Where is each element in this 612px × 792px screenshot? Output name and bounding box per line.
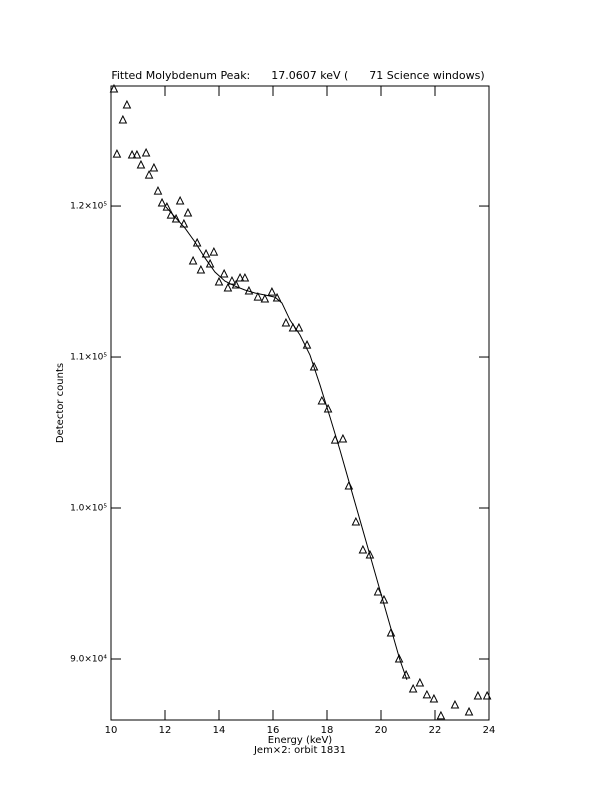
y-tick-label: 1.2×10⁵ — [70, 202, 107, 212]
data-point — [223, 282, 233, 292]
data-point — [351, 516, 361, 526]
data-point — [450, 699, 460, 709]
x-tick-label: 22 — [429, 725, 442, 736]
data-point — [231, 279, 241, 289]
data-point — [141, 147, 151, 157]
data-point — [149, 162, 159, 172]
data-point — [192, 237, 202, 247]
data-point — [482, 690, 492, 700]
data-point — [464, 706, 474, 716]
data-point — [302, 339, 312, 349]
data-point — [436, 710, 446, 720]
data-point — [235, 272, 245, 282]
chart-title: Fitted Molybdenum Peak: 17.0607 keV ( 71… — [111, 69, 484, 82]
data-point — [209, 246, 219, 256]
data-point — [244, 285, 254, 295]
x-tick-label: 18 — [321, 725, 334, 736]
x-tick-label: 16 — [267, 725, 280, 736]
data-point — [196, 264, 206, 274]
data-point — [401, 669, 411, 679]
data-point — [317, 395, 327, 405]
data-point — [179, 218, 189, 228]
data-point — [162, 201, 172, 211]
data-point — [132, 149, 142, 159]
data-point — [365, 549, 375, 559]
data-point — [358, 544, 368, 554]
data-point — [281, 317, 291, 327]
data-point — [183, 207, 193, 217]
data-point — [240, 272, 250, 282]
data-point — [429, 693, 439, 703]
data-point — [408, 683, 418, 693]
data-point — [144, 169, 154, 179]
data-point — [272, 292, 282, 302]
data-point — [253, 291, 263, 301]
data-point — [219, 268, 229, 278]
y-tick-label: 9.0×10⁴ — [70, 655, 107, 665]
data-point — [227, 275, 237, 285]
data-point — [330, 434, 340, 444]
data-point — [422, 689, 432, 699]
data-point — [473, 690, 483, 700]
data-point — [294, 322, 304, 332]
data-point — [112, 148, 122, 158]
x-tick-label: 20 — [375, 725, 388, 736]
y-tick-label: 1.1×10⁵ — [70, 353, 107, 363]
data-point — [260, 293, 270, 303]
fit-line — [165, 206, 408, 681]
data-point — [188, 255, 198, 265]
data-point — [109, 83, 119, 93]
data-point — [153, 185, 163, 195]
data-point — [394, 653, 404, 663]
data-point — [386, 627, 396, 637]
data-point — [344, 480, 354, 490]
data-point — [288, 322, 298, 332]
data-point — [415, 677, 425, 687]
data-point — [373, 586, 383, 596]
plot-frame — [110, 85, 490, 721]
data-point — [118, 114, 128, 124]
x-tick-label: 12 — [159, 725, 172, 736]
data-point — [127, 149, 137, 159]
data-point — [205, 258, 215, 268]
data-point — [323, 403, 333, 413]
x-axis-label: Energy (keV) — [268, 735, 333, 746]
x-tick-label: 24 — [483, 725, 496, 736]
data-point — [379, 594, 389, 604]
data-point — [267, 286, 277, 296]
caption: Jem×2: orbit 1831 — [253, 745, 346, 756]
data-point — [136, 159, 146, 169]
x-tick-label: 10 — [105, 725, 118, 736]
data-point — [338, 433, 348, 443]
data-point — [171, 213, 181, 223]
data-point — [214, 276, 224, 286]
x-tick-label: 14 — [213, 725, 226, 736]
y-tick-label: 1.0×10⁵ — [70, 504, 107, 514]
data-point — [157, 197, 167, 207]
y-axis-label: Detector counts — [55, 363, 66, 443]
data-point — [166, 209, 176, 219]
data-point — [122, 99, 132, 109]
data-point — [309, 361, 319, 371]
data-point — [201, 248, 211, 258]
data-point — [175, 195, 185, 205]
